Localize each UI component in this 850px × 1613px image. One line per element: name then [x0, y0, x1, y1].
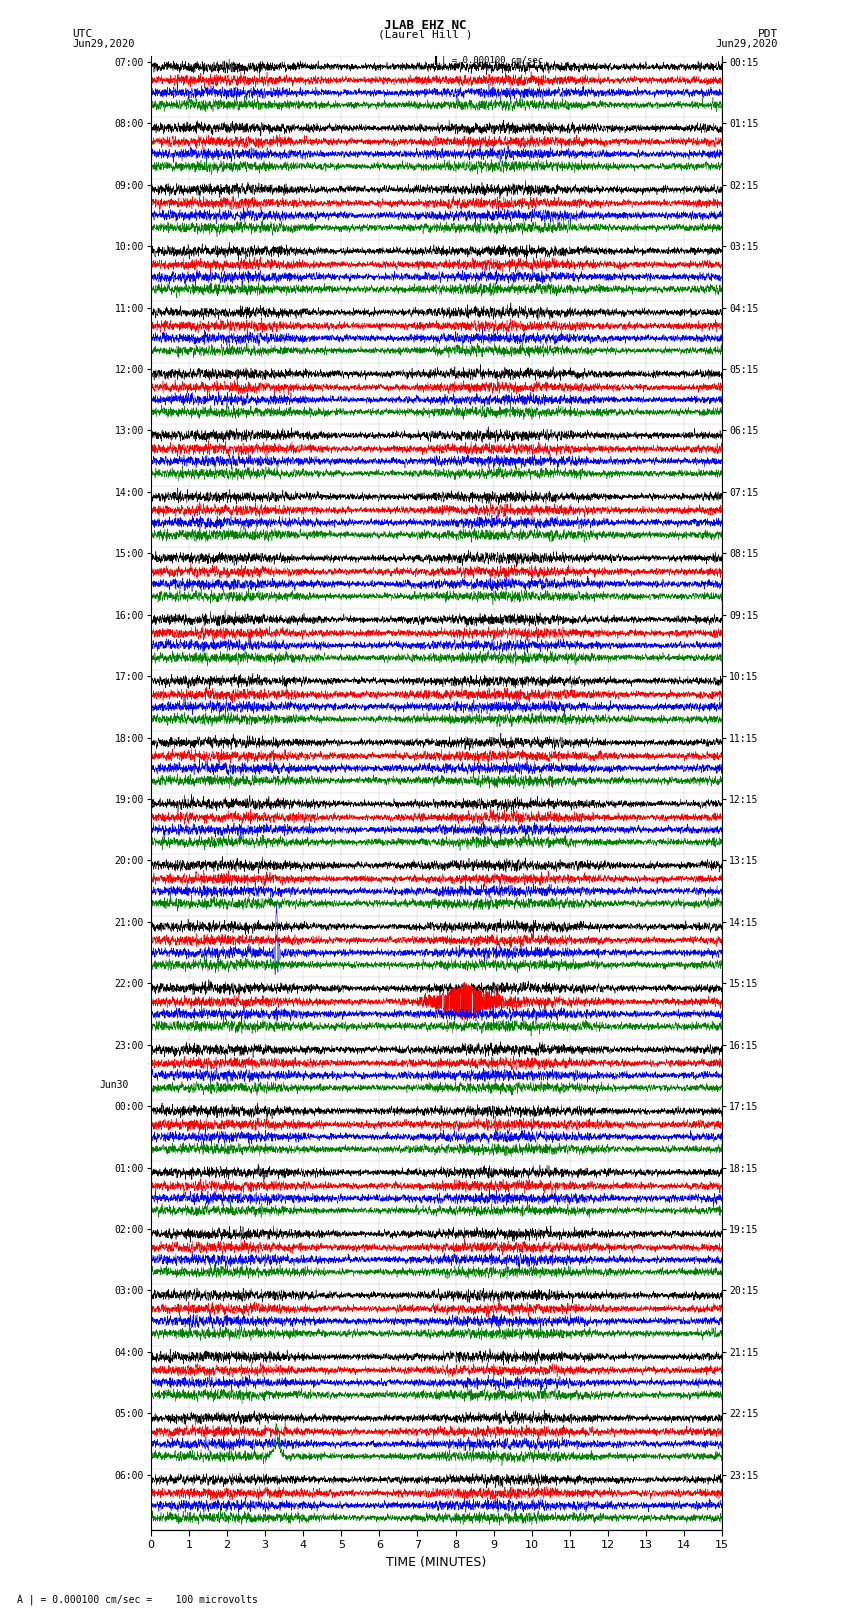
- Text: A | = 0.000100 cm/sec =    100 microvolts: A | = 0.000100 cm/sec = 100 microvolts: [17, 1594, 258, 1605]
- Text: | = 0.000100 cm/sec: | = 0.000100 cm/sec: [441, 56, 543, 65]
- Text: Jun30: Jun30: [99, 1079, 128, 1090]
- Text: (Laurel Hill ): (Laurel Hill ): [377, 29, 473, 39]
- X-axis label: TIME (MINUTES): TIME (MINUTES): [387, 1557, 486, 1569]
- Text: Jun29,2020: Jun29,2020: [72, 39, 135, 48]
- Text: JLAB EHZ NC: JLAB EHZ NC: [383, 19, 467, 32]
- Text: UTC: UTC: [72, 29, 93, 39]
- Text: Jun29,2020: Jun29,2020: [715, 39, 778, 48]
- Text: PDT: PDT: [757, 29, 778, 39]
